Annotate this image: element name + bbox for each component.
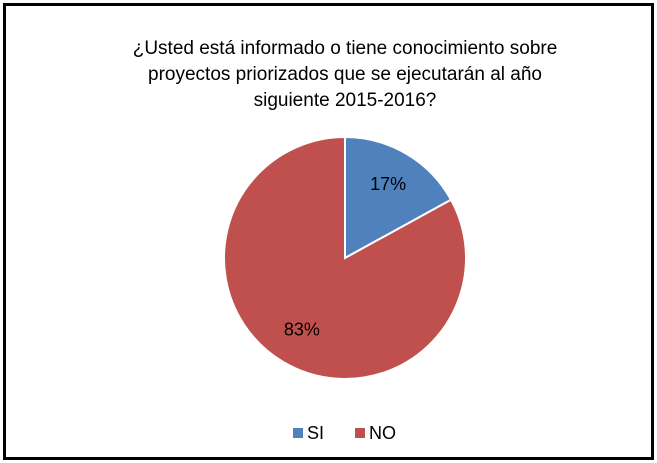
data-label: 17%	[370, 174, 406, 194]
chart-title: ¿Usted está informado o tiene conocimien…	[132, 38, 558, 111]
pie-slice	[344, 135, 453, 260]
legend-label: NO	[369, 423, 396, 443]
legend-label: SI	[307, 423, 324, 443]
legend-swatch	[355, 428, 365, 438]
legend-swatch	[293, 428, 303, 438]
pie-slice	[223, 135, 467, 380]
data-label: 83%	[284, 320, 320, 340]
